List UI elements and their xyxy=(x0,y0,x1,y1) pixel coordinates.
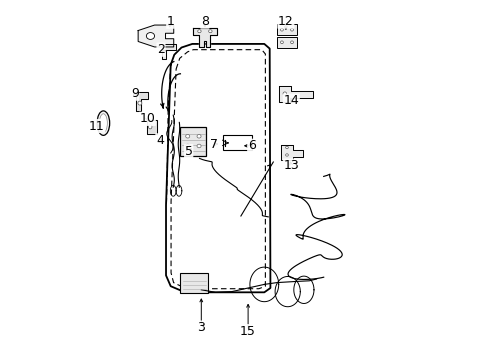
Polygon shape xyxy=(278,85,312,102)
Text: 7: 7 xyxy=(209,138,218,150)
Text: 10: 10 xyxy=(139,112,155,125)
Ellipse shape xyxy=(197,144,201,148)
Ellipse shape xyxy=(185,144,189,148)
Ellipse shape xyxy=(290,28,293,31)
FancyBboxPatch shape xyxy=(180,127,206,156)
FancyBboxPatch shape xyxy=(276,24,296,35)
Ellipse shape xyxy=(185,135,189,138)
Ellipse shape xyxy=(285,154,288,156)
Polygon shape xyxy=(162,44,176,59)
FancyBboxPatch shape xyxy=(276,37,296,48)
FancyBboxPatch shape xyxy=(179,273,208,293)
Text: 13: 13 xyxy=(283,159,299,172)
Ellipse shape xyxy=(197,135,201,138)
Polygon shape xyxy=(192,28,217,47)
Ellipse shape xyxy=(197,30,201,33)
Polygon shape xyxy=(146,120,157,134)
Text: 2: 2 xyxy=(157,43,164,56)
Ellipse shape xyxy=(280,28,283,31)
Ellipse shape xyxy=(290,41,293,44)
Ellipse shape xyxy=(138,101,142,105)
Ellipse shape xyxy=(208,30,212,33)
Text: 3: 3 xyxy=(197,321,205,334)
Ellipse shape xyxy=(97,111,109,135)
Text: 6: 6 xyxy=(247,139,255,152)
Ellipse shape xyxy=(285,146,288,149)
Polygon shape xyxy=(280,145,303,160)
Text: 1: 1 xyxy=(166,15,174,28)
Text: 4: 4 xyxy=(156,134,163,147)
Ellipse shape xyxy=(146,32,154,40)
Text: 5: 5 xyxy=(184,145,192,158)
Polygon shape xyxy=(138,25,173,47)
Ellipse shape xyxy=(280,41,283,44)
Ellipse shape xyxy=(283,92,286,95)
Text: 9: 9 xyxy=(130,87,139,100)
Ellipse shape xyxy=(148,125,152,129)
Text: 12: 12 xyxy=(278,15,293,28)
Text: 11: 11 xyxy=(89,120,104,132)
Ellipse shape xyxy=(99,114,107,132)
Text: 15: 15 xyxy=(240,325,256,338)
Text: 14: 14 xyxy=(283,94,299,107)
Polygon shape xyxy=(136,92,147,111)
Text: 8: 8 xyxy=(201,15,208,28)
